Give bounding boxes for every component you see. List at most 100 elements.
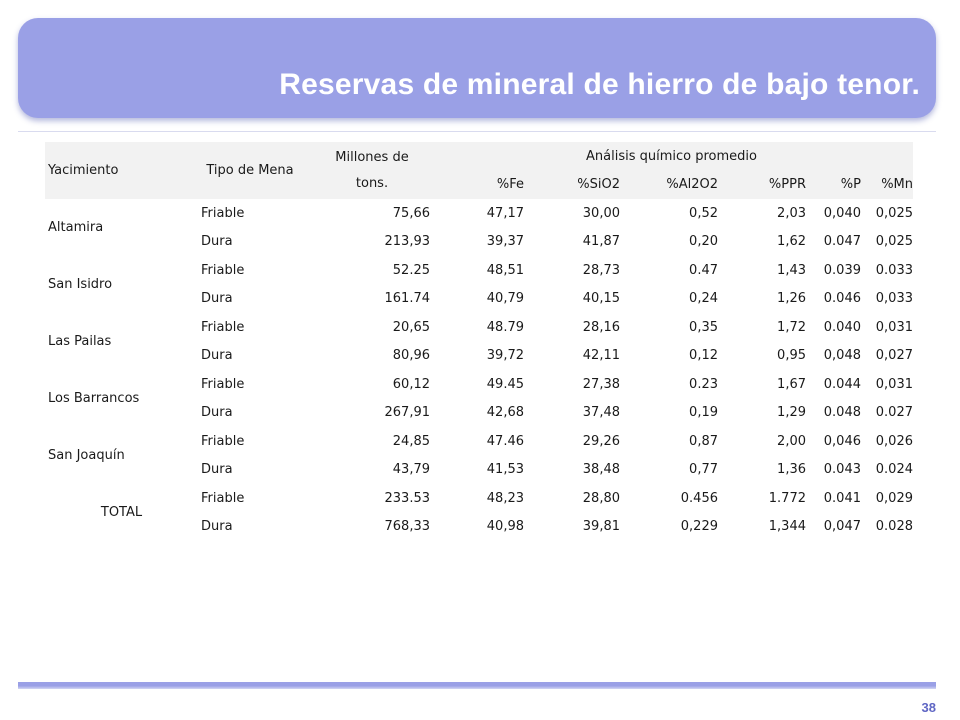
cell-mn: 0,025 [875, 234, 913, 250]
cell-sio2: 41,87 [582, 234, 620, 250]
table-body: Altamira Friable 75,66 47,17 30,00 0,52 2,03 0,… [45, 199, 913, 541]
cell-ppr: 1,43 [777, 262, 806, 278]
table-header: Yacimiento Tipo de Mena Millones de tons… [45, 142, 913, 199]
cell-ppr: 1,72 [777, 319, 806, 335]
cell-yacimiento: San Joaquín [48, 448, 125, 463]
table-row: Dura 267,91 42,68 37,48 0,19 1,29 0.048 0.027 [45, 399, 913, 428]
cell-ppr: 2,03 [777, 205, 806, 221]
cell-mn: 0.027 [875, 405, 913, 421]
table-row: Los Barrancos Friable 60,12 49.45 27,38 0.23 1… [45, 370, 913, 406]
header-mn: %Mn [881, 177, 913, 193]
cell-al2o2: 0.23 [689, 376, 718, 392]
cell-al2o2: 0.456 [680, 490, 718, 506]
cell-p: 0.039 [823, 262, 861, 278]
cell-p: 0.046 [823, 291, 861, 307]
cell-mn: 0,027 [875, 348, 913, 364]
reserves-table: Yacimiento Tipo de Mena Millones de tons… [45, 142, 913, 541]
cell-al2o2: 0,229 [680, 519, 718, 535]
cell-ppr: 1,67 [777, 376, 806, 392]
cell-p: 0,048 [823, 348, 861, 364]
cell-millones: 233.53 [384, 490, 431, 506]
cell-al2o2: 0,24 [689, 291, 718, 307]
cell-tipo-mena: Friable [201, 490, 245, 506]
cell-ppr: 0,95 [777, 348, 806, 364]
cell-fe: 42,68 [486, 405, 524, 421]
header-tipo-mena: Tipo de Mena [206, 163, 294, 178]
cell-sio2: 29,26 [582, 433, 620, 449]
cell-millones: 213,93 [384, 234, 431, 250]
cell-millones: 768,33 [384, 519, 431, 535]
table-row: Dura 213,93 39,37 41,87 0,20 1,62 0.047 0,025 [45, 228, 913, 257]
cell-ppr: 1,344 [768, 519, 806, 535]
cell-tipo-mena: Friable [201, 433, 245, 449]
table-row: Altamira Friable 75,66 47,17 30,00 0,52 2,03 0,… [45, 199, 913, 235]
cell-sio2: 28,80 [582, 490, 620, 506]
cell-sio2: 37,48 [582, 405, 620, 421]
cell-millones: 60,12 [392, 376, 430, 392]
cell-tipo-mena: Friable [201, 319, 245, 335]
cell-al2o2: 0,20 [689, 234, 718, 250]
cell-tipo-mena: Dura [201, 405, 233, 421]
cell-sio2: 30,00 [582, 205, 620, 221]
cell-fe: 48.79 [486, 319, 524, 335]
cell-mn: 0,031 [875, 376, 913, 392]
title-banner: Reservas de mineral de hierro de bajo te… [18, 18, 936, 118]
cell-ppr: 1,36 [777, 462, 806, 478]
cell-ppr: 1.772 [768, 490, 806, 506]
cell-mn: 0.033 [875, 262, 913, 278]
header-analisis: Análisis químico promedio [586, 148, 757, 164]
cell-al2o2: 0,87 [689, 433, 718, 449]
cell-mn: 0,026 [875, 433, 913, 449]
cell-ppr: 2,00 [777, 433, 806, 449]
cell-fe: 39,37 [486, 234, 524, 250]
cell-mn: 0,031 [875, 319, 913, 335]
header-millones: Millones de tons. [314, 142, 430, 199]
cell-p: 0,047 [823, 519, 861, 535]
cell-tipo-mena: Friable [201, 262, 245, 278]
cell-millones: 80,96 [392, 348, 430, 364]
slide-title: Reservas de mineral de hierro de bajo te… [279, 68, 920, 101]
cell-al2o2: 0,77 [689, 462, 718, 478]
cell-tipo-mena: Dura [201, 348, 233, 364]
cell-yacimiento: Las Pailas [48, 334, 112, 349]
cell-millones: 52.25 [392, 262, 430, 278]
cell-al2o2: 0,19 [689, 405, 718, 421]
table-row: San Isidro Friable 52.25 48,51 28,73 0.47 1,43… [45, 256, 913, 292]
cell-yacimiento: Altamira [48, 220, 104, 235]
header-p: %P [840, 177, 861, 193]
cell-fe: 49.45 [486, 376, 524, 392]
cell-millones: 267,91 [384, 405, 431, 421]
header-fe: %Fe [496, 177, 524, 193]
cell-ppr: 1,62 [777, 234, 806, 250]
cell-yacimiento: TOTAL [100, 505, 143, 520]
table-row: San Joaquín Friable 24,85 47.46 29,26 0,87 2,0… [45, 427, 913, 463]
cell-millones: 20,65 [392, 319, 430, 335]
cell-millones: 161.74 [384, 291, 431, 307]
table-row: Las Pailas Friable 20,65 48.79 28,16 0,35 1,72… [45, 313, 913, 349]
cell-tipo-mena: Friable [201, 376, 245, 392]
page-number: 38 [921, 700, 936, 715]
cell-fe: 40,79 [486, 291, 524, 307]
cell-fe: 47.46 [486, 433, 524, 449]
cell-millones: 43,79 [392, 462, 430, 478]
cell-mn: 0,029 [875, 490, 913, 506]
cell-tipo-mena: Friable [201, 205, 245, 221]
cell-al2o2: 0.47 [689, 262, 718, 278]
cell-fe: 48,23 [486, 490, 524, 506]
table-row: TOTAL Friable 233.53 48,23 28,80 0.456 1.772 0.… [45, 484, 913, 520]
header-millones-text: Millones de tons. [335, 149, 409, 191]
header-row-1: Yacimiento Tipo de Mena Millones de tons… [45, 142, 913, 191]
table-row: Dura 43,79 41,53 38,48 0,77 1,36 0.043 0.024 [45, 456, 913, 485]
cell-fe: 40,98 [486, 519, 524, 535]
cell-p: 0.040 [823, 319, 861, 335]
header-al2o2: %Al2O2 [666, 177, 718, 193]
cell-millones: 75,66 [392, 205, 430, 221]
cell-tipo-mena: Dura [201, 291, 233, 307]
title-divider [18, 131, 936, 132]
cell-sio2: 39,81 [582, 519, 620, 535]
cell-p: 0.041 [823, 490, 861, 506]
cell-sio2: 42,11 [582, 348, 620, 364]
cell-al2o2: 0,12 [689, 348, 718, 364]
cell-ppr: 1,29 [777, 405, 806, 421]
cell-fe: 39,72 [486, 348, 524, 364]
